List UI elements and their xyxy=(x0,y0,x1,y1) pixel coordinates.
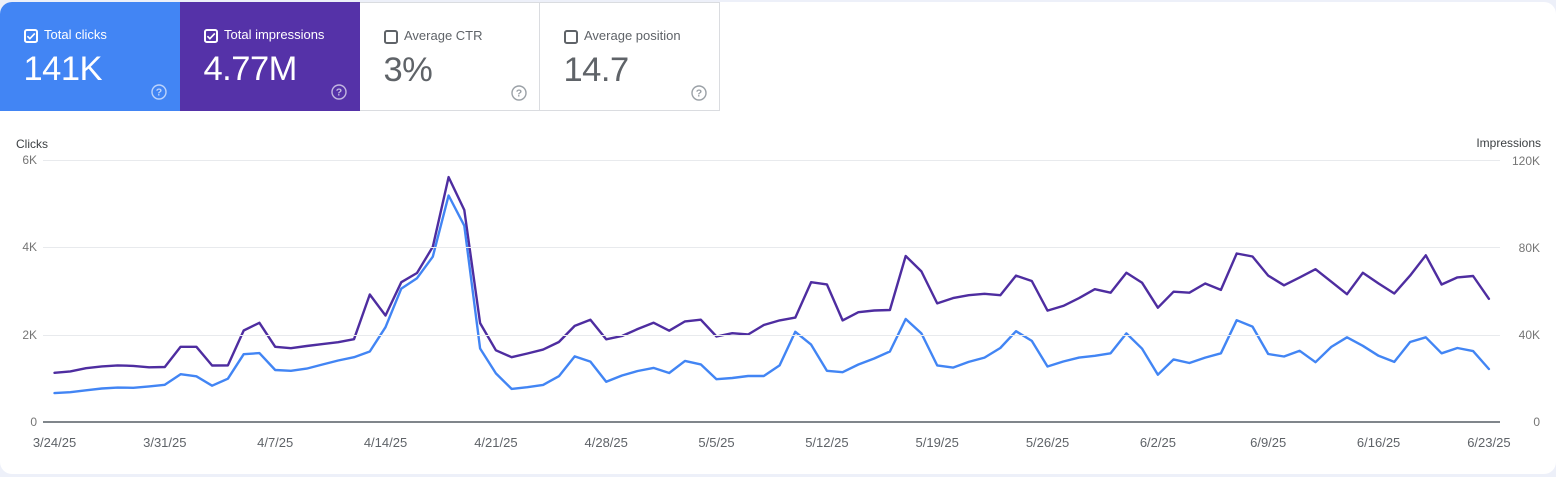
svg-text:?: ? xyxy=(696,88,702,100)
svg-text:?: ? xyxy=(156,87,162,99)
svg-text:?: ? xyxy=(516,88,522,100)
svg-text:?: ? xyxy=(336,87,342,99)
